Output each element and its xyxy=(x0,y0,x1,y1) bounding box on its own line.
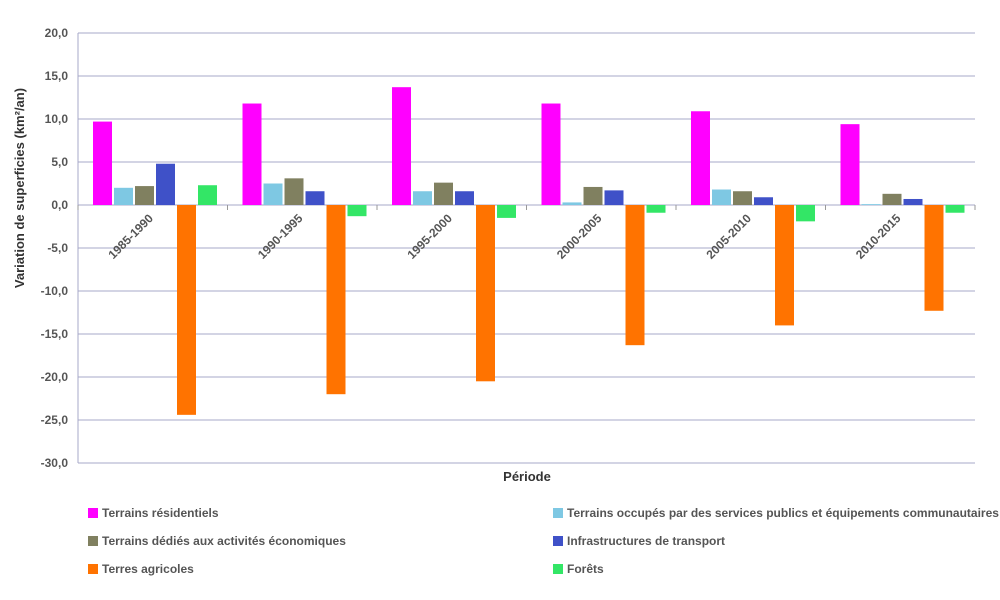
y-tick-label: 0,0 xyxy=(51,198,68,212)
bar xyxy=(924,205,944,311)
legend-item: Terrains dédiés aux activités économique… xyxy=(88,531,346,551)
legend: Terrains résidentiels Terrains occupés pa… xyxy=(88,503,999,593)
x-category-label: 2005-2010 xyxy=(703,211,754,262)
bar xyxy=(691,111,710,205)
legend-label: Terrains occupés par des services public… xyxy=(567,506,999,520)
x-category-label: 1990-1995 xyxy=(255,211,306,262)
bar xyxy=(861,204,881,205)
bar xyxy=(392,87,411,205)
y-tick-label: 5,0 xyxy=(51,155,68,169)
y-tick-label: -10,0 xyxy=(41,284,69,298)
bar xyxy=(562,202,582,205)
y-tick-label: 20,0 xyxy=(45,26,69,40)
legend-item: Forêts xyxy=(553,559,604,579)
bar xyxy=(903,198,923,205)
bar xyxy=(305,191,325,205)
bar xyxy=(156,163,175,205)
bar xyxy=(242,103,262,205)
axes xyxy=(77,33,976,463)
bar xyxy=(476,205,495,382)
y-tick-label: -15,0 xyxy=(41,327,69,341)
bar xyxy=(583,186,603,205)
legend-label: Forêts xyxy=(567,562,604,576)
legend-swatch xyxy=(553,564,563,574)
bar xyxy=(177,205,196,415)
bar xyxy=(434,182,453,205)
legend-label: Infrastructures de transport xyxy=(567,534,726,548)
legend-item: Terrains résidentiels xyxy=(88,503,219,523)
bar xyxy=(712,189,731,205)
x-category-label: 1995-2000 xyxy=(404,211,455,262)
bar xyxy=(775,205,794,326)
y-tick-label: -25,0 xyxy=(41,413,69,427)
bar xyxy=(754,197,773,205)
bar xyxy=(347,205,367,217)
bar xyxy=(541,103,561,205)
legend-swatch xyxy=(553,508,563,518)
bar xyxy=(284,178,304,205)
bar xyxy=(646,205,666,213)
legend-swatch xyxy=(88,536,98,546)
legend-swatch xyxy=(553,536,563,546)
y-tick-label: -20,0 xyxy=(41,370,69,384)
bar xyxy=(945,205,965,213)
bar xyxy=(455,191,474,205)
x-axis-title: Période xyxy=(503,469,551,484)
gridlines xyxy=(78,32,975,464)
bar xyxy=(263,183,283,205)
y-tick-label: 15,0 xyxy=(45,69,69,83)
legend-label: Terrains résidentiels xyxy=(102,506,219,520)
legend-swatch xyxy=(88,508,98,518)
legend-item: Terrains occupés par des services public… xyxy=(553,503,999,523)
x-category-label: 1985-1990 xyxy=(105,211,156,262)
legend-label: Terres agricoles xyxy=(102,562,194,576)
bar xyxy=(882,193,902,205)
bar xyxy=(733,191,752,205)
bar xyxy=(198,185,217,205)
bar xyxy=(840,124,860,205)
y-axis-title: Variation de superficies (km²/an) xyxy=(12,88,27,288)
legend-swatch xyxy=(88,564,98,574)
bars xyxy=(93,87,965,415)
legend-item: Terres agricoles xyxy=(88,559,194,579)
bar xyxy=(604,190,624,205)
x-category-label: 2010-2015 xyxy=(853,211,904,262)
y-tick-labels: 20,0 15,0 10,0 5,0 0,0 -5,0 -10,0 -15,0 -20,0 -25… xyxy=(41,26,69,470)
bar xyxy=(135,186,154,205)
legend-item: Infrastructures de transport xyxy=(553,531,725,551)
legend-label: Terrains dédiés aux activités économique… xyxy=(102,534,346,548)
bar xyxy=(326,205,346,395)
y-tick-label: -5,0 xyxy=(47,241,68,255)
y-tick-label: 10,0 xyxy=(45,112,69,126)
bar xyxy=(413,191,432,205)
x-category-label: 2000-2005 xyxy=(554,211,605,262)
bar xyxy=(114,187,133,205)
bar xyxy=(625,205,645,346)
bar xyxy=(497,205,516,218)
bar xyxy=(796,205,815,222)
y-tick-label: -30,0 xyxy=(41,456,69,470)
bar xyxy=(93,121,112,205)
